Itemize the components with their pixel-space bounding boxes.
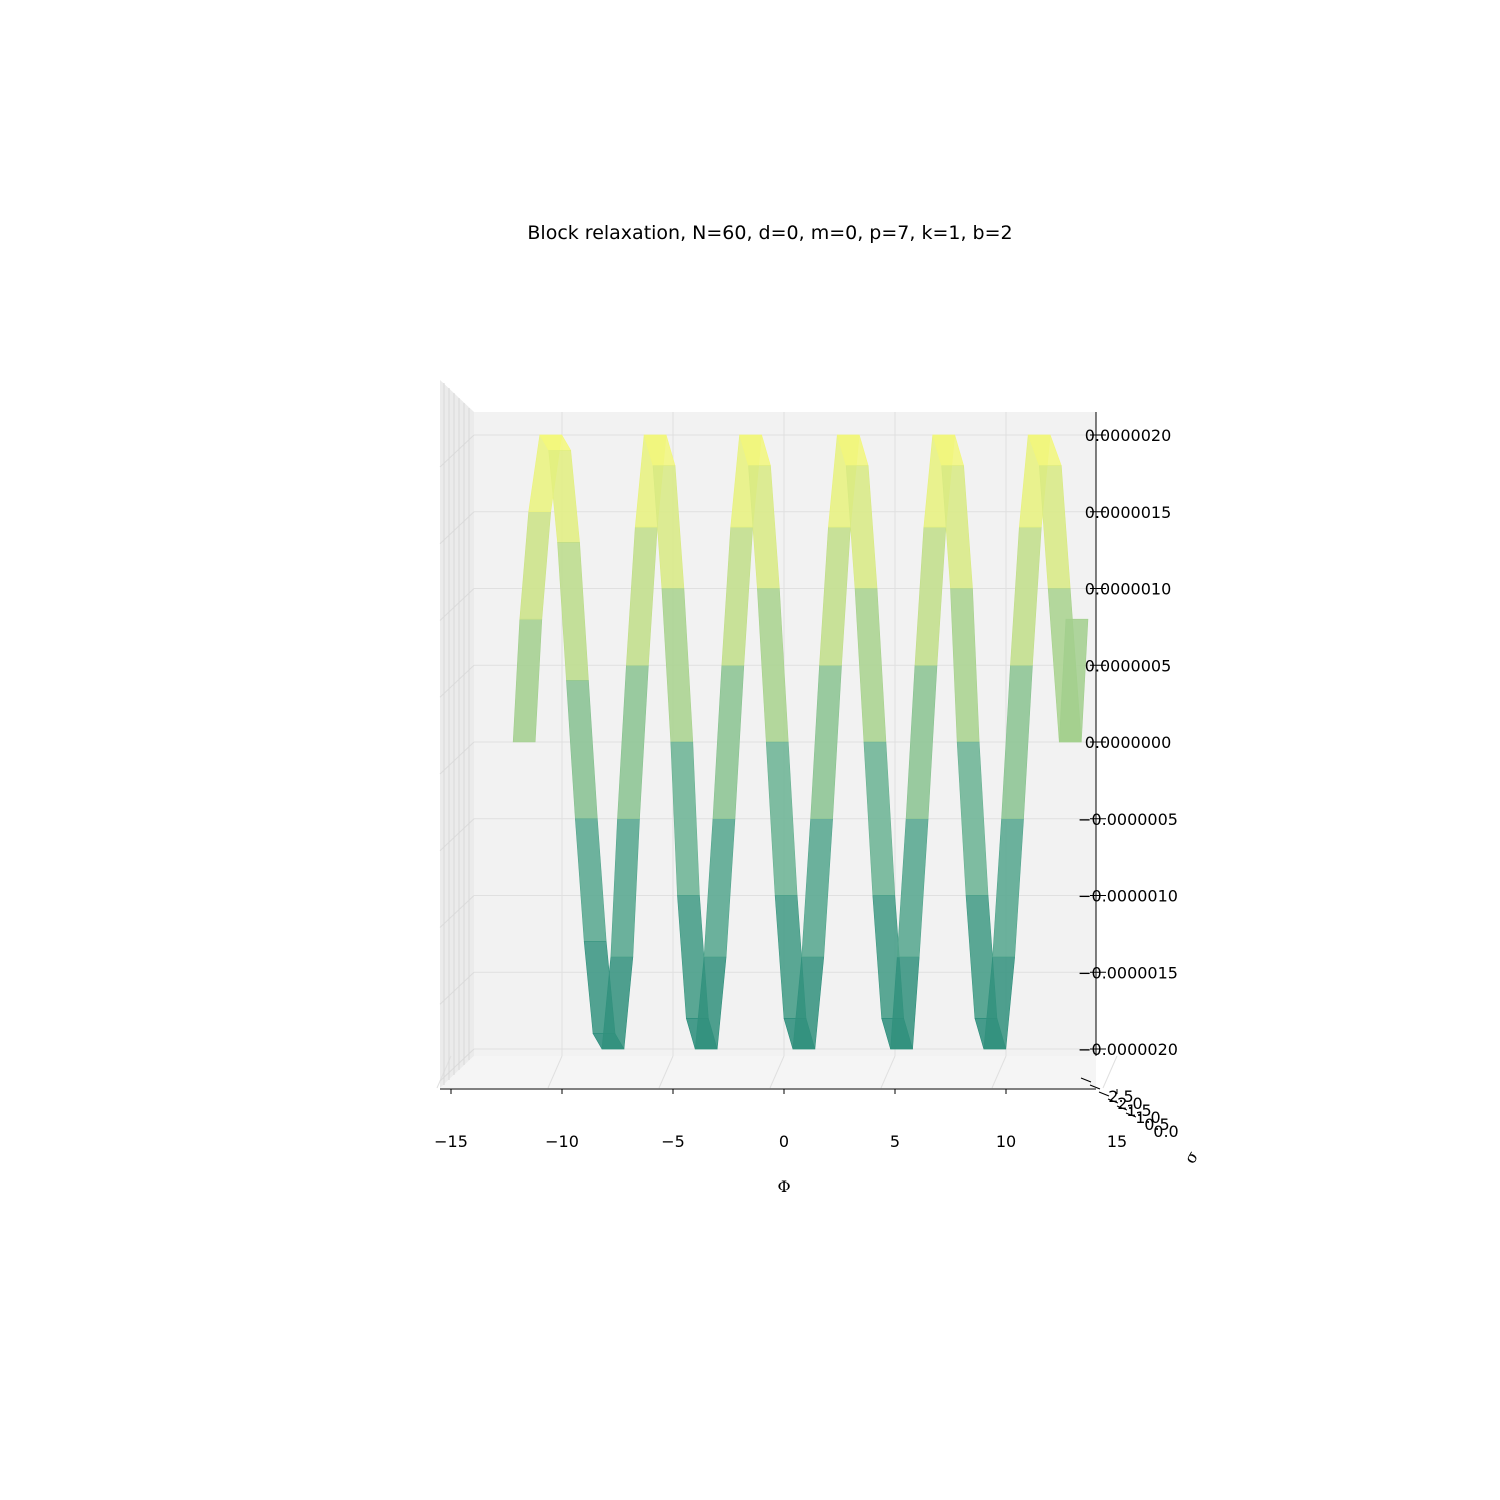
side-gridline bbox=[439, 511, 475, 545]
axis-lines bbox=[440, 412, 1097, 1090]
floor-gridline bbox=[547, 1055, 563, 1089]
side-gridline bbox=[439, 971, 475, 1005]
y-tick-mark bbox=[1125, 1112, 1137, 1118]
z-tick-label: −0.0000020 bbox=[1078, 1040, 1178, 1059]
x-axis-label: Φ bbox=[777, 1177, 790, 1196]
z-tick-label: 0.0000020 bbox=[1085, 426, 1172, 445]
x-ticks: −15 −10 −5 0 5 10 15 bbox=[434, 1089, 1127, 1151]
x-tick-label: −15 bbox=[434, 1132, 468, 1151]
side-gridline bbox=[439, 1048, 475, 1082]
x-tick-label: −5 bbox=[661, 1132, 685, 1151]
y-tick-label: 2.5 bbox=[1108, 1087, 1133, 1106]
z-ticks: −0.0000020 −0.0000015 −0.0000010 −0.0000005… bbox=[1078, 426, 1178, 1059]
side-gridline bbox=[439, 664, 475, 698]
x-tick-label: −10 bbox=[545, 1132, 579, 1151]
y-tick-label: 1.0 bbox=[1135, 1108, 1160, 1127]
y-tick-mark bbox=[1098, 1091, 1110, 1097]
x-tick-label: 5 bbox=[890, 1132, 900, 1151]
side-gridline bbox=[439, 818, 475, 852]
y-tick-label: 0.5 bbox=[1144, 1115, 1169, 1134]
floor-gridline bbox=[769, 1055, 785, 1089]
z-tick-label: 0.0000015 bbox=[1085, 503, 1172, 522]
floor-gridline bbox=[880, 1055, 896, 1089]
y-tick-mark bbox=[1080, 1077, 1092, 1083]
y-tick-label: 1.5 bbox=[1126, 1101, 1151, 1120]
y-tick-mark bbox=[1116, 1105, 1128, 1111]
surface bbox=[512, 434, 1089, 1050]
side-gridline bbox=[439, 741, 475, 775]
side-gridline bbox=[439, 895, 475, 928]
x-tick-label: 0 bbox=[779, 1132, 789, 1151]
y-ticks: 0.00.51.01.52.02.5 bbox=[1080, 1077, 1179, 1141]
x-tick-label: 10 bbox=[996, 1132, 1016, 1151]
y-tick-label: 0.0 bbox=[1153, 1122, 1178, 1141]
y-tick-label: 2.0 bbox=[1117, 1094, 1142, 1113]
side-gridline bbox=[439, 588, 475, 621]
z-tick-label: −0.0000015 bbox=[1078, 963, 1178, 982]
surface-facet bbox=[1058, 618, 1089, 743]
z-tick-label: 0.0000000 bbox=[1085, 733, 1172, 752]
x-tick-label: 15 bbox=[1107, 1132, 1127, 1151]
floor-gridline bbox=[658, 1055, 674, 1089]
floor-gridline bbox=[1102, 1055, 1118, 1089]
z-tick-label: 0.0000010 bbox=[1085, 580, 1172, 599]
floor-pane bbox=[440, 1056, 1096, 1088]
y-tick-mark bbox=[1107, 1098, 1119, 1104]
floor-gridline bbox=[991, 1055, 1007, 1089]
y-tick-mark bbox=[1089, 1084, 1101, 1090]
z-tick-label: −0.0000005 bbox=[1078, 810, 1178, 829]
y-axis-label: σ bbox=[1180, 1148, 1202, 1167]
z-tick-label: 0.0000005 bbox=[1085, 656, 1172, 675]
z-tick-label: −0.0000010 bbox=[1078, 887, 1178, 906]
chart-title: Block relaxation, N=60, d=0, m=0, p=7, k… bbox=[527, 222, 1012, 244]
side-gridline bbox=[439, 434, 475, 468]
